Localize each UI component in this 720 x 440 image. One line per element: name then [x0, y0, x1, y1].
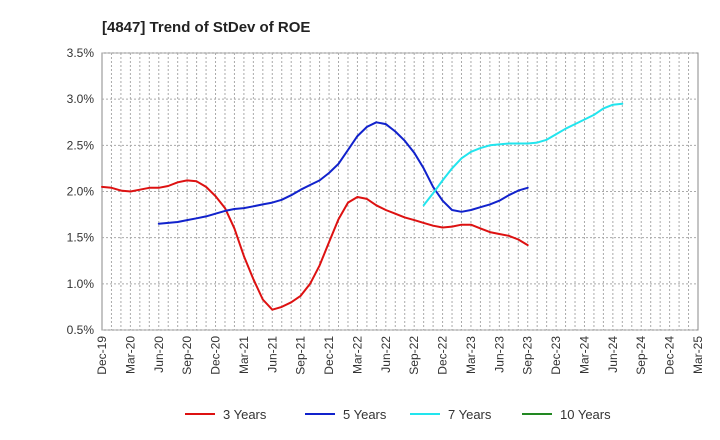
x-tick-label: Mar-21 — [237, 336, 251, 374]
y-tick-label: 1.5% — [67, 231, 95, 245]
x-tick-label: Mar-23 — [464, 336, 478, 374]
x-tick-label: Sep-23 — [521, 336, 535, 375]
legend: 3 Years 5 Years 7 Years 10 Years — [185, 407, 611, 422]
x-tick-label: Jun-23 — [492, 336, 506, 373]
x-axis-ticks: Dec-19 Mar-20 Jun-20 Sep-20 Dec-20 Mar-21 Jun-… — [95, 336, 705, 375]
x-tick-label: Mar-24 — [577, 336, 591, 374]
gridlines — [102, 52, 698, 331]
x-tick-label: Mar-22 — [350, 336, 364, 374]
y-tick-label: 0.5% — [67, 323, 95, 337]
x-tick-label: Dec-21 — [322, 336, 336, 375]
legend-label-3: 10 Years — [560, 407, 611, 422]
x-tick-label: Mar-20 — [123, 336, 137, 374]
x-tick-label: Jun-20 — [152, 336, 166, 373]
series-lines — [101, 102, 624, 311]
x-tick-label: Sep-20 — [180, 336, 194, 375]
series-line-1 — [157, 121, 529, 225]
x-tick-label: Jun-24 — [606, 336, 620, 373]
y-tick-label: 2.0% — [67, 185, 95, 199]
x-tick-label: Dec-22 — [436, 336, 450, 375]
y-tick-label: 2.5% — [67, 138, 95, 152]
x-tick-label: Sep-21 — [294, 336, 308, 375]
x-tick-label: Dec-23 — [549, 336, 563, 375]
y-tick-label: 3.5% — [67, 46, 95, 60]
legend-label-1: 5 Years — [343, 407, 387, 422]
chart-title: [4847] Trend of StDev of ROE — [102, 19, 310, 36]
series-line-2 — [422, 102, 624, 207]
legend-label-2: 7 Years — [448, 407, 492, 422]
y-tick-label: 3.0% — [67, 92, 95, 106]
legend-label-0: 3 Years — [223, 407, 267, 422]
x-tick-label: Jun-21 — [265, 336, 279, 373]
y-tick-label: 1.0% — [67, 277, 95, 291]
x-tick-label: Sep-24 — [634, 336, 648, 375]
y-axis-ticks: 3.5% 3.0% 2.5% 2.0% 1.5% 1.0% 0.5% — [67, 46, 95, 337]
x-tick-label: Dec-20 — [209, 336, 223, 375]
x-tick-label: Dec-24 — [663, 336, 677, 375]
x-tick-label: Dec-19 — [95, 336, 109, 375]
x-tick-label: Mar-25 — [691, 336, 705, 374]
series-line-0 — [101, 179, 529, 311]
x-tick-label: Sep-22 — [407, 336, 421, 375]
x-tick-label: Jun-22 — [379, 336, 393, 373]
